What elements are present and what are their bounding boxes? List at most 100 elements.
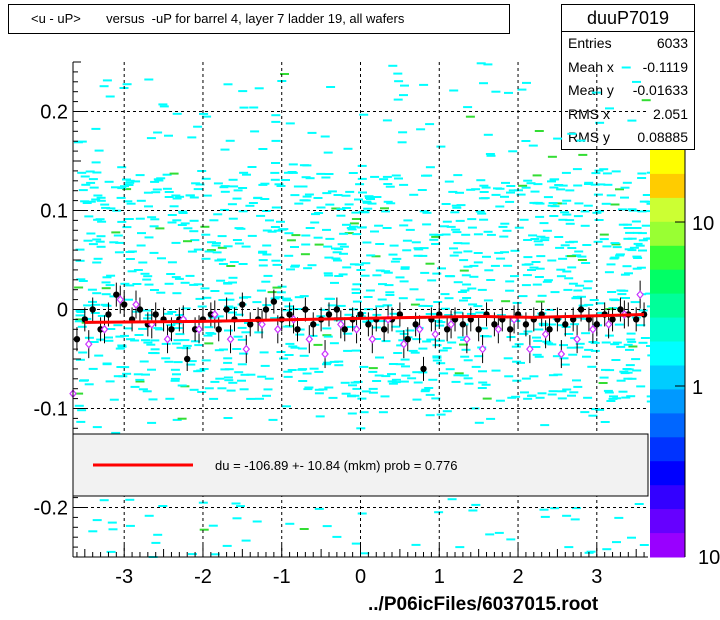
histogram-cell <box>481 186 491 189</box>
histogram-cell <box>199 112 209 115</box>
histogram-cell <box>91 303 100 306</box>
histogram-cell <box>607 291 617 293</box>
histogram-cell <box>604 271 614 274</box>
colorbar-segment <box>650 293 685 318</box>
histogram-cell <box>262 304 272 307</box>
histogram-cell <box>534 243 544 246</box>
histogram-cell <box>604 334 614 337</box>
histogram-cell <box>298 185 308 188</box>
histogram-cell <box>238 90 248 93</box>
profile-point <box>506 326 514 333</box>
histogram-cell <box>630 301 640 304</box>
histogram-cell <box>571 297 581 300</box>
histogram-cell <box>323 335 333 338</box>
histogram-cell <box>622 265 632 268</box>
histogram-cell <box>432 359 442 362</box>
histogram-cell <box>621 297 630 299</box>
histogram-cell <box>108 528 118 531</box>
histogram-cell <box>449 247 458 250</box>
histogram-cell <box>202 194 212 197</box>
histogram-cell <box>178 210 188 213</box>
histogram-cell <box>395 363 405 366</box>
histogram-cell <box>140 272 150 275</box>
histogram-cell <box>349 222 359 225</box>
profile-point <box>562 321 569 328</box>
histogram-cell <box>164 134 173 137</box>
histogram-cell <box>436 321 446 324</box>
histogram-cell <box>465 115 475 118</box>
histogram-cell <box>333 194 343 196</box>
histogram-cell <box>411 543 421 546</box>
histogram-cell <box>431 243 441 245</box>
histogram-cell <box>323 272 333 275</box>
histogram-cell <box>295 333 305 336</box>
histogram-cell <box>304 386 314 389</box>
histogram-cell <box>391 325 401 328</box>
histogram-cell <box>320 135 330 138</box>
histogram-cell <box>468 509 478 512</box>
histogram-cell <box>156 177 166 180</box>
histogram-cell <box>148 352 158 354</box>
histogram-cell <box>187 360 197 363</box>
histogram-cell <box>172 292 182 295</box>
profile-point <box>215 326 222 333</box>
histogram-cell <box>172 418 182 421</box>
histogram-cell <box>194 344 204 347</box>
histogram-cell <box>508 150 518 153</box>
histogram-cell <box>117 220 127 223</box>
histogram-cell <box>158 505 168 507</box>
histogram-cell <box>202 296 212 299</box>
histogram-cell <box>87 288 97 291</box>
histogram-cell <box>393 352 403 354</box>
histogram-cell <box>440 307 450 310</box>
histogram-cell <box>479 184 489 187</box>
histogram-cell <box>195 297 205 300</box>
histogram-cell <box>109 241 119 244</box>
histogram-cell <box>582 287 592 290</box>
stats-box: duuP7019 Entries 6033 Mean x -0.1119 Mea… <box>561 4 695 150</box>
histogram-cell <box>177 384 187 387</box>
histogram-cell <box>519 332 529 335</box>
histogram-cell <box>301 243 311 246</box>
histogram-cell <box>501 300 511 303</box>
histogram-cell <box>547 155 557 158</box>
histogram-cell <box>227 203 237 206</box>
profile-point-open <box>494 324 503 334</box>
histogram-cell <box>467 287 477 290</box>
histogram-cell <box>514 226 524 229</box>
histogram-cell <box>460 355 470 358</box>
histogram-cell <box>578 304 588 307</box>
histogram-cell <box>453 251 463 254</box>
histogram-cell <box>322 361 332 364</box>
histogram-cell <box>553 137 563 140</box>
histogram-cell <box>274 296 284 299</box>
histogram-cell <box>232 517 242 520</box>
histogram-cell <box>483 230 493 233</box>
histogram-cell <box>484 269 494 272</box>
histogram-cell <box>90 312 100 314</box>
histogram-cell <box>197 391 207 393</box>
profile-point <box>294 326 301 333</box>
profile-point <box>341 326 348 333</box>
histogram-cell <box>591 172 601 175</box>
histogram-cell <box>383 183 393 185</box>
histogram-cell <box>564 333 574 335</box>
histogram-cell <box>223 282 233 284</box>
histogram-cell <box>111 231 121 234</box>
histogram-cell <box>511 345 521 348</box>
histogram-cell <box>170 377 180 380</box>
histogram-cell <box>381 340 391 343</box>
histogram-cell <box>632 267 642 270</box>
histogram-cell <box>186 363 196 366</box>
histogram-cell <box>627 340 637 343</box>
profile-point-open <box>415 324 424 334</box>
histogram-cell <box>374 224 384 227</box>
histogram-cell <box>220 208 230 211</box>
stats-row-entries: Entries 6033 <box>562 32 694 56</box>
histogram-cell <box>141 373 150 376</box>
histogram-cell <box>601 202 611 205</box>
histogram-cell <box>550 507 560 510</box>
histogram-cell <box>375 305 385 308</box>
histogram-cell <box>262 229 272 232</box>
histogram-cell <box>237 379 246 382</box>
